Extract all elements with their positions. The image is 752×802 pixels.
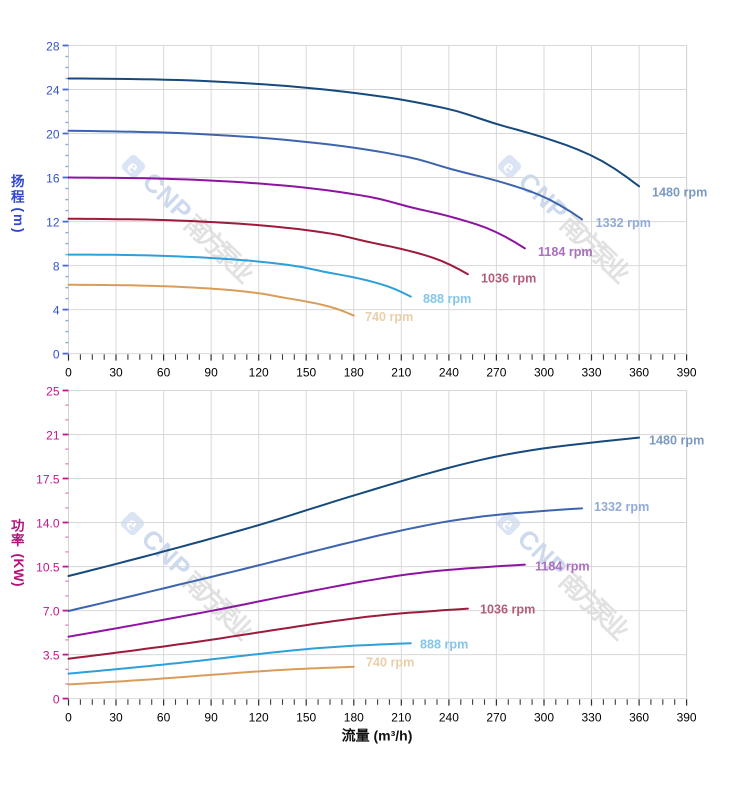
svg-text:(KW): (KW)	[11, 554, 26, 587]
svg-text:120: 120	[249, 366, 269, 380]
svg-text:17.5: 17.5	[36, 472, 60, 486]
svg-text:390: 390	[677, 366, 697, 380]
svg-text:扬: 扬	[11, 173, 25, 189]
svg-text:210: 210	[391, 366, 411, 380]
svg-text:14.0: 14.0	[36, 516, 60, 530]
svg-text:1184 rpm: 1184 rpm	[535, 560, 590, 574]
svg-text:0: 0	[53, 692, 60, 706]
svg-text:4: 4	[53, 303, 60, 317]
svg-text:12: 12	[46, 215, 60, 229]
svg-text:300: 300	[534, 710, 554, 724]
svg-text:888 rpm: 888 rpm	[420, 638, 468, 652]
svg-text:210: 210	[391, 710, 411, 724]
svg-text:360: 360	[629, 366, 649, 380]
svg-text:1184 rpm: 1184 rpm	[538, 245, 593, 259]
svg-text:0: 0	[65, 710, 72, 724]
svg-text:3.5: 3.5	[43, 648, 60, 662]
svg-text:8: 8	[53, 259, 60, 273]
svg-text:60: 60	[157, 366, 171, 380]
svg-text:360: 360	[629, 710, 649, 724]
svg-text:330: 330	[581, 710, 601, 724]
svg-text:流量 (m³/h): 流量 (m³/h)	[342, 727, 413, 743]
svg-text:30: 30	[109, 710, 123, 724]
svg-text:300: 300	[534, 366, 554, 380]
svg-text:10.5: 10.5	[36, 560, 60, 574]
svg-text:90: 90	[204, 366, 218, 380]
svg-text:390: 390	[677, 710, 697, 724]
svg-text:330: 330	[581, 366, 601, 380]
svg-text:程: 程	[11, 190, 25, 205]
svg-text:1480 rpm: 1480 rpm	[652, 185, 707, 199]
svg-text:0: 0	[65, 366, 72, 380]
svg-text:240: 240	[439, 710, 459, 724]
svg-text:21: 21	[46, 428, 60, 442]
svg-text:30: 30	[109, 366, 123, 380]
svg-text:1036 rpm: 1036 rpm	[480, 603, 535, 617]
svg-text:功: 功	[11, 519, 25, 534]
svg-text:120: 120	[249, 710, 269, 724]
svg-text:60: 60	[157, 710, 171, 724]
svg-text:150: 150	[296, 366, 316, 380]
svg-text:率: 率	[11, 532, 25, 548]
svg-text:90: 90	[204, 710, 218, 724]
svg-text:1332 rpm: 1332 rpm	[596, 216, 651, 230]
svg-text:1332 rpm: 1332 rpm	[594, 500, 649, 514]
svg-text:28: 28	[46, 39, 60, 53]
svg-text:25: 25	[46, 384, 60, 398]
svg-text:180: 180	[344, 710, 364, 724]
svg-text:740 rpm: 740 rpm	[366, 656, 414, 670]
svg-text:240: 240	[439, 366, 459, 380]
svg-text:1036 rpm: 1036 rpm	[481, 272, 536, 286]
svg-text:16: 16	[46, 171, 60, 185]
svg-text:1480 rpm: 1480 rpm	[649, 434, 704, 448]
svg-text:270: 270	[486, 710, 506, 724]
svg-text:270: 270	[486, 366, 506, 380]
svg-text:24: 24	[46, 83, 60, 97]
svg-text:888 rpm: 888 rpm	[423, 292, 471, 306]
svg-text:150: 150	[296, 710, 316, 724]
svg-text:180: 180	[344, 366, 364, 380]
svg-text:740 rpm: 740 rpm	[365, 310, 413, 324]
svg-text:(m): (m)	[11, 208, 26, 235]
svg-text:20: 20	[46, 127, 60, 141]
svg-text:0: 0	[53, 347, 60, 361]
svg-text:7.0: 7.0	[43, 604, 60, 618]
